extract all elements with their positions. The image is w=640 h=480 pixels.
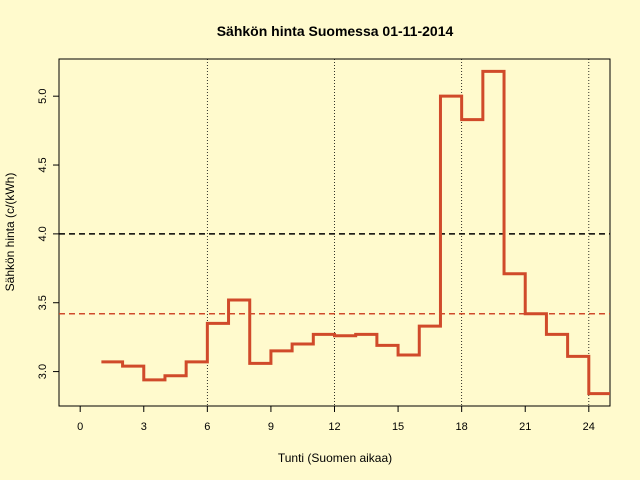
x-tick-label-3: 3 [141,421,147,433]
x-tick-label-24: 24 [583,421,595,433]
y-axis: 3.0 3.5 4.0 4.5 5.0 [37,89,59,379]
x-tick-label-18: 18 [456,421,468,433]
y-tick-label-3: 4.5 [37,157,49,172]
x-tick-label-6: 6 [204,421,210,433]
y-tick-label-4: 5.0 [37,89,49,104]
x-axis: 0 3 6 9 12 15 18 21 24 [77,406,595,433]
y-tick-label-2: 4.0 [37,226,49,241]
x-tick-label-15: 15 [392,421,404,433]
x-tick-label-9: 9 [268,421,274,433]
x-tick-label-12: 12 [328,421,340,433]
series-line-0 [101,69,610,396]
y-tick-label-1: 3.5 [37,295,49,310]
reference-lines [59,233,610,315]
x-tick-label-0: 0 [77,421,83,433]
x-tick-label-21: 21 [519,421,531,433]
x-axis-label: Tunti (Suomen aikaa) [278,451,392,465]
y-axis-label: Sähkön hinta (c/(kWh) [3,173,17,292]
y-tick-label-0: 3.0 [37,364,49,379]
chart-title: Sähkön hinta Suomessa 01-11-2014 [217,23,454,39]
series-layer [101,69,610,396]
